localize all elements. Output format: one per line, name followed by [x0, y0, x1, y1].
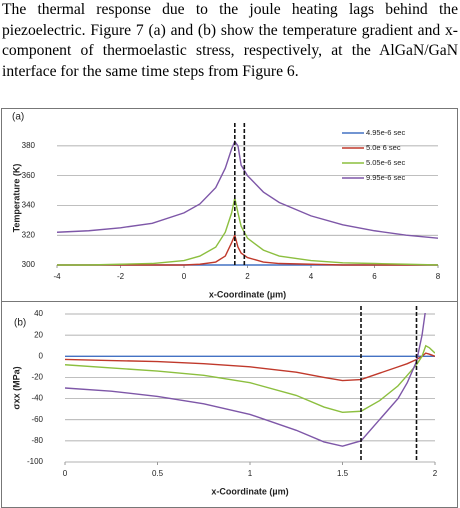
x-tick-label: -2 [117, 272, 125, 281]
x-tick-label: 1.5 [337, 469, 349, 478]
legend-label: 5.0e 6 sec [366, 143, 401, 152]
x-tick-label: 1 [248, 469, 253, 478]
y-tick-label: -20 [31, 373, 43, 382]
series-line [65, 313, 426, 447]
y-axis-label: σxx (MPa) [11, 366, 21, 409]
y-tick-label: 0 [39, 351, 44, 360]
y-tick-label: 340 [22, 201, 36, 210]
x-tick-label: 2 [433, 469, 438, 478]
x-tick-label: 2 [245, 272, 250, 281]
x-tick-label: -4 [53, 272, 61, 281]
x-axis-label: x-Coordinate (µm) [209, 289, 286, 299]
series-line [65, 352, 435, 382]
panel-frame [1, 108, 458, 301]
y-tick-label: -100 [27, 457, 44, 466]
y-tick-label: -80 [31, 436, 43, 445]
series-line [57, 197, 438, 266]
y-tick-label: -40 [31, 394, 43, 403]
x-tick-label: 0.5 [152, 469, 164, 478]
chart-a: (a) Temperature (K) x-Coordinate (µm) 300 32… [1, 108, 458, 301]
panel-label: (b) [14, 318, 26, 329]
panel-label: (a) [12, 112, 24, 123]
x-tick-label: 4 [309, 272, 314, 281]
y-tick-label: 40 [34, 309, 43, 318]
legend-label: 9.95e-6 sec [366, 173, 405, 182]
legend-label: 4.95e-6 sec [366, 128, 405, 137]
y-axis-label: Temperature (K) [11, 164, 21, 233]
panel-frame [1, 301, 458, 508]
y-tick-label: -60 [31, 415, 43, 424]
series-line [57, 233, 438, 266]
series-line [57, 139, 438, 239]
y-tick-label: 360 [22, 171, 36, 180]
chart-b: (b) σxx (MPa) x-Coordinate (µm) -100 -80 -60 -… [1, 301, 458, 508]
x-axis-label: x-Coordinate (µm) [211, 486, 288, 496]
y-tick-label: 300 [22, 260, 36, 269]
x-tick-label: 6 [372, 272, 377, 281]
x-tick-label: 8 [436, 272, 441, 281]
y-tick-label: 380 [22, 141, 36, 150]
x-tick-label: 0 [182, 272, 187, 281]
legend-label: 5.05e-6 sec [366, 158, 405, 167]
paragraph: The thermal response due to the joule he… [2, 1, 458, 80]
y-tick-label: 20 [34, 330, 43, 339]
y-tick-label: 320 [22, 230, 36, 239]
x-tick-label: 0 [63, 469, 68, 478]
